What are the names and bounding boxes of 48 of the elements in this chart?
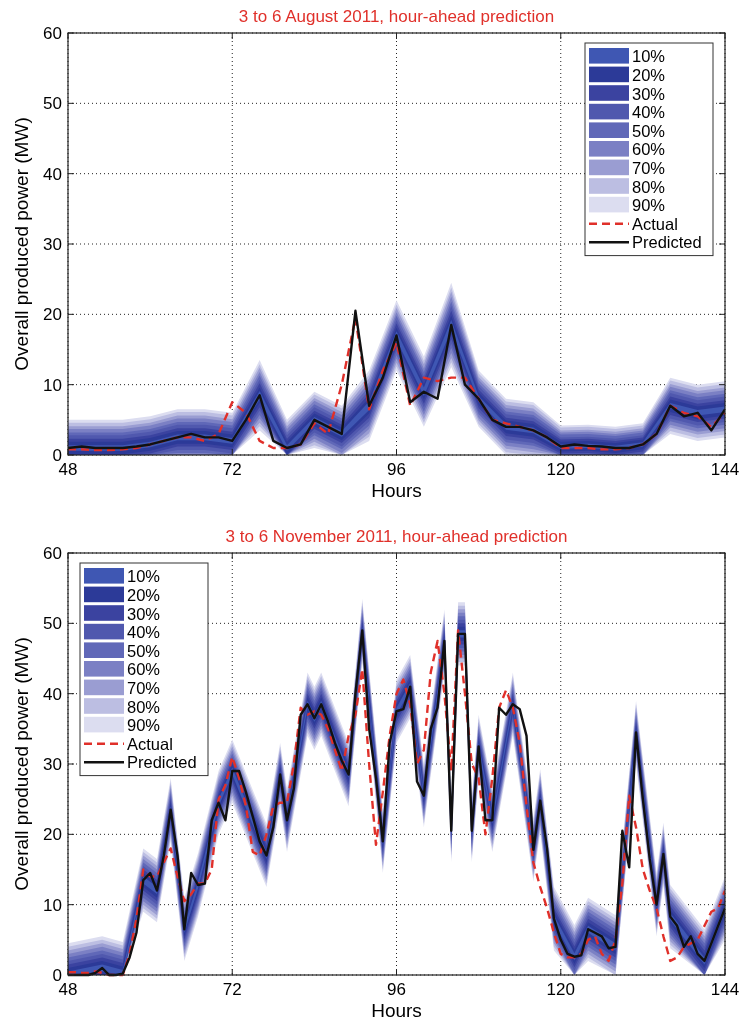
legend-label: 60% (632, 140, 666, 159)
legend-label: 10% (127, 567, 161, 586)
y-tick-label: 10 (43, 895, 62, 915)
y-tick-label: 30 (43, 235, 62, 254)
y-tick-label: 60 (43, 24, 62, 43)
legend-label: 90% (632, 196, 666, 215)
x-tick-label: 120 (546, 460, 575, 479)
legend-label: 60% (127, 660, 161, 679)
legend-label: 40% (632, 103, 666, 122)
y-tick-label: 40 (43, 684, 62, 704)
legend-label: 80% (127, 697, 161, 716)
legend-label: 30% (632, 84, 666, 103)
y-axis-title: Overall produced power (MW) (11, 637, 32, 891)
y-tick-label: 50 (43, 94, 62, 114)
x-axis-title: Hours (371, 480, 422, 501)
legend-label: 50% (632, 121, 666, 140)
x-tick-label: 96 (387, 460, 406, 479)
x-tick-label: 144 (710, 980, 740, 999)
y-tick-label: 50 (43, 614, 62, 634)
chart-title: 3 to 6 August 2011, hour-ahead prediction (238, 7, 555, 26)
legend-label: 20% (632, 65, 666, 84)
legend-label: 70% (632, 158, 666, 177)
legend-label: 30% (127, 604, 161, 623)
y-tick-label: 60 (43, 544, 62, 563)
x-tick-label: 96 (387, 980, 406, 999)
x-axis-title: Hours (371, 1000, 422, 1021)
x-tick-label: 72 (222, 980, 242, 999)
legend-label: 90% (127, 716, 161, 735)
y-tick-label: 10 (43, 375, 62, 395)
y-axis-title: Overall produced power (MW) (11, 117, 32, 371)
chart-title: 3 to 6 November 2011, hour-ahead prediction (225, 527, 568, 546)
y-tick-label: 30 (43, 755, 62, 774)
legend-label: 80% (632, 177, 666, 196)
legend-label: Actual (127, 734, 173, 753)
x-tick-label: 144 (710, 460, 740, 479)
y-tick-label: 20 (43, 305, 62, 325)
legend-label: 20% (127, 585, 161, 604)
legend-label: Predicted (632, 233, 702, 252)
legend-label: Predicted (127, 753, 197, 772)
legend-label: 40% (127, 623, 161, 642)
legend-label: 10% (632, 47, 666, 66)
y-tick-label: 20 (43, 825, 62, 845)
legend-label: 50% (127, 641, 161, 660)
x-tick-label: 72 (222, 460, 242, 479)
y-tick-label: 40 (43, 164, 62, 184)
legend-label: 70% (127, 678, 161, 697)
legend-label: Actual (632, 214, 678, 233)
x-tick-label: 120 (546, 980, 575, 999)
